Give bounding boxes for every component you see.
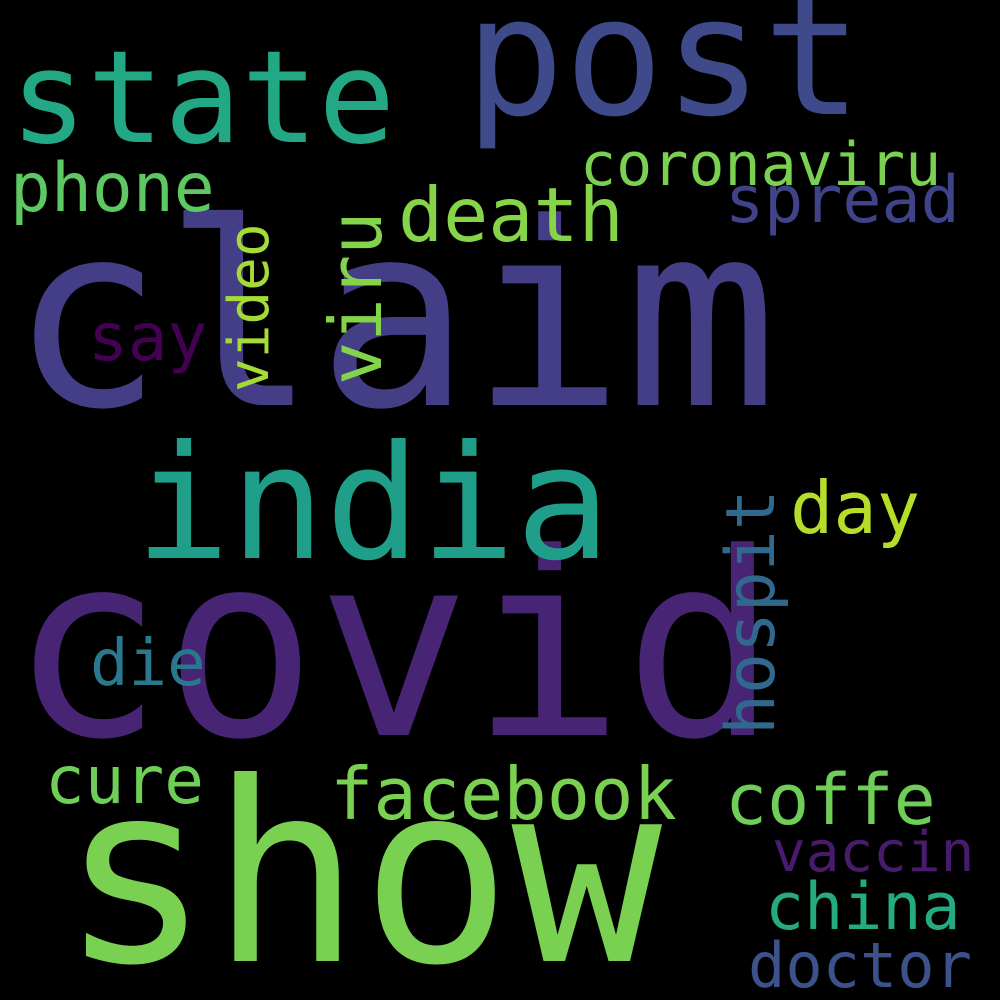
- word-facebook: facebook: [330, 752, 677, 836]
- word-coffe: coffe: [725, 759, 936, 841]
- word-claim: claim: [10, 169, 778, 466]
- word-china: china: [765, 870, 961, 945]
- word-doctor: doctor: [748, 929, 972, 1000]
- word-die: die: [90, 627, 206, 701]
- word-video: video: [217, 223, 282, 392]
- word-death: death: [398, 171, 624, 259]
- word-viru: viru: [314, 211, 398, 385]
- word-day: day: [790, 466, 921, 550]
- word-state: state: [10, 24, 396, 173]
- word-show: show: [60, 729, 663, 1000]
- word-india: india: [135, 412, 611, 596]
- word-covid: covid: [10, 499, 778, 796]
- word-vaccin: vaccin: [772, 820, 975, 885]
- word-coronaviru: coronaviru: [580, 130, 942, 200]
- word-phone: phone: [10, 149, 215, 228]
- word-hospit: hospit: [712, 489, 791, 735]
- word-post: post: [465, 0, 863, 153]
- word-cure: cure: [45, 742, 204, 819]
- word-spread: spread: [725, 163, 960, 238]
- word-say: say: [88, 299, 208, 376]
